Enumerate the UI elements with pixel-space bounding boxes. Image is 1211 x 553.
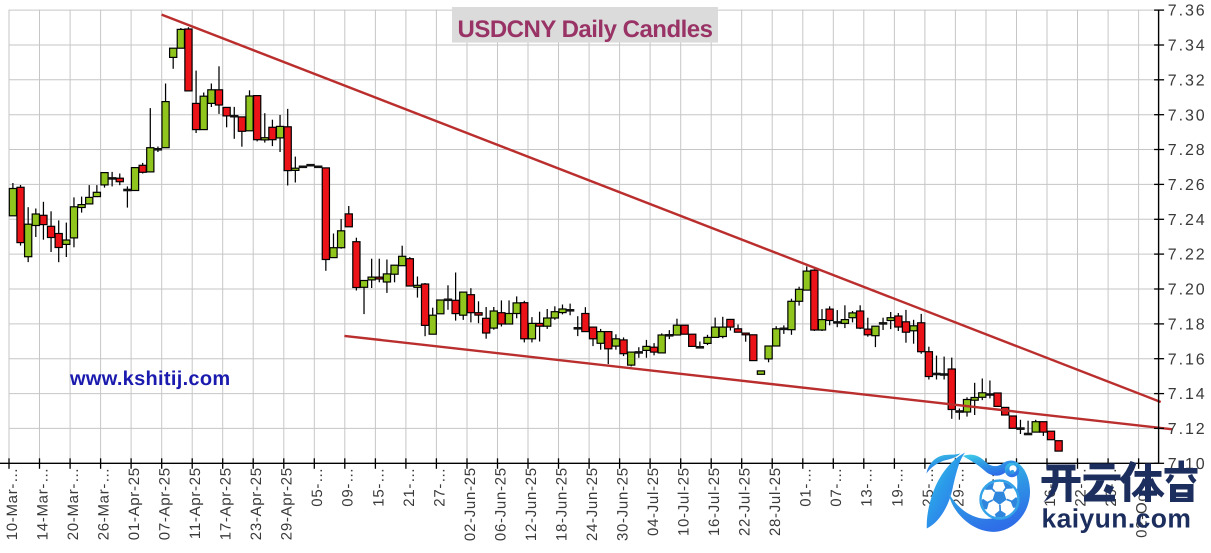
svg-text:01-Apr-25: 01-Apr-25 [126,467,143,540]
svg-text:02-Jun-25: 02-Jun-25 [462,467,479,541]
svg-text:05-…: 05-… [309,467,326,506]
svg-text:24-Jun-25: 24-Jun-25 [584,467,601,541]
svg-text:10-Jul-25: 10-Jul-25 [676,467,693,536]
svg-text:14-Mar-…: 14-Mar-… [34,467,51,540]
svg-text:18-Jun-25: 18-Jun-25 [553,467,570,541]
svg-text:7.34: 7.34 [1168,38,1207,55]
svg-text:13-…: 13-… [859,467,876,506]
svg-text:15-…: 15-… [370,467,387,506]
svg-text:7.20: 7.20 [1168,282,1207,299]
svg-text:7.12: 7.12 [1168,421,1207,438]
svg-text:7.36: 7.36 [1168,3,1207,20]
svg-text:16-Jul-25: 16-Jul-25 [706,467,723,536]
svg-text:28-Jul-25: 28-Jul-25 [767,467,784,536]
svg-text:19-…: 19-… [889,467,906,506]
svg-text:09-…: 09-… [340,467,357,506]
svg-text:7.14: 7.14 [1168,386,1207,403]
svg-text:29-Apr-25: 29-Apr-25 [279,467,296,540]
svg-text:26-Mar-…: 26-Mar-… [96,467,113,540]
svg-text:www.kshitij.com: www.kshitij.com [69,368,230,390]
svg-text:7.30: 7.30 [1168,107,1207,124]
svg-text:01-…: 01-… [798,467,815,506]
svg-text:12-Jun-25: 12-Jun-25 [523,467,540,541]
svg-text:21-…: 21-… [401,467,418,506]
svg-text:7.28: 7.28 [1168,142,1207,159]
svg-text:07-Apr-25: 07-Apr-25 [157,467,174,540]
svg-text:7.32: 7.32 [1168,72,1207,89]
svg-text:USDCNY Daily Candles: USDCNY Daily Candles [458,16,713,43]
svg-text:17-Apr-25: 17-Apr-25 [218,467,235,540]
svg-text:22-Jul-25: 22-Jul-25 [737,467,754,536]
svg-text:11-Apr-25: 11-Apr-25 [187,467,204,539]
svg-text:06-Jun-25: 06-Jun-25 [492,467,509,541]
svg-text:10-Mar-…: 10-Mar-… [4,467,21,540]
svg-text:kaiyun.com: kaiyun.com [1042,504,1192,534]
svg-text:7.26: 7.26 [1168,177,1207,194]
svg-text:7.24: 7.24 [1168,212,1207,229]
svg-text:07-…: 07-… [828,467,845,506]
svg-text:27-…: 27-… [431,467,448,506]
svg-text:30-Jun-25: 30-Jun-25 [615,467,632,541]
svg-text:23-Apr-25: 23-Apr-25 [248,467,265,540]
svg-text:7.18: 7.18 [1168,317,1207,334]
svg-text:7.16: 7.16 [1168,351,1207,368]
svg-text:04-Jul-25: 04-Jul-25 [645,467,662,536]
svg-text:7.22: 7.22 [1168,247,1207,264]
svg-text:20-Mar-…: 20-Mar-… [65,467,82,540]
